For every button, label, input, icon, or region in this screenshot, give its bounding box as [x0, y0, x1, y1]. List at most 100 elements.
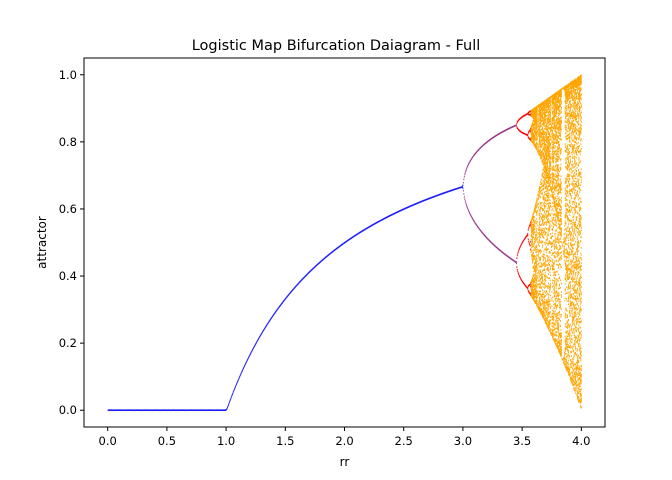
y-tick-label: 0.8 — [59, 135, 77, 149]
attractor-points-column — [562, 87, 564, 361]
attractor-points-column — [478, 149, 479, 229]
attractor-points-column — [535, 106, 537, 306]
attractor-points-column — [516, 121, 518, 271]
y-tick-label: 1.0 — [59, 68, 77, 82]
attractor-points-column — [569, 83, 570, 375]
attractor-points-column — [534, 106, 536, 304]
attractor-points-column — [519, 118, 521, 278]
attractor-points-column — [510, 126, 512, 260]
attractor-points-column — [466, 166, 468, 208]
attractor-points-column — [553, 93, 555, 341]
attractor-points-column — [539, 104, 541, 312]
attractor-points-column — [504, 129, 506, 256]
attractor-points-column — [530, 110, 532, 296]
attractor-points-column — [477, 149, 479, 228]
attractor-points-column — [514, 125, 515, 263]
attractor-points-column — [572, 80, 574, 387]
attractor-points-column — [503, 130, 505, 255]
attractor-points-column — [532, 108, 534, 300]
attractor-points-column — [517, 119, 519, 274]
attractor-points-column — [565, 85, 567, 370]
x-tick-label: 0.5 — [158, 434, 176, 448]
attractor-points-column — [491, 137, 493, 245]
attractor-points-column — [542, 101, 544, 319]
attractor-points-column — [467, 164, 469, 211]
attractor-points-column — [569, 82, 571, 378]
attractor-points-column — [498, 133, 500, 251]
y-tick-label: 0.2 — [59, 336, 77, 350]
attractor-points-column — [509, 127, 511, 259]
attractor-points-column — [494, 135, 496, 247]
attractor-points-column — [463, 175, 465, 198]
attractor-points-column — [471, 157, 473, 219]
attractor-points-column — [534, 107, 536, 303]
chart-marks — [108, 75, 582, 412]
attractor-points-column — [473, 154, 475, 223]
x-tick-label: 0.0 — [99, 434, 117, 448]
attractor-points-column — [531, 109, 533, 299]
attractor-points-column — [485, 142, 487, 238]
attractor-points-column — [476, 150, 478, 227]
attractor-points-column — [479, 147, 481, 231]
attractor-points-column — [474, 153, 476, 224]
attractor-points-column — [470, 158, 472, 218]
attractor-points-column — [489, 138, 491, 243]
attractor-points-column — [478, 148, 480, 230]
attractor-points-column — [496, 134, 498, 249]
attractor-points-column — [571, 80, 573, 385]
attractor-points-column — [491, 137, 493, 244]
attractor-points-column — [540, 102, 542, 315]
attractor-points-column — [541, 103, 542, 314]
attractor-points-column — [481, 145, 483, 234]
attractor-points-column — [518, 119, 520, 276]
attractor-points-column — [522, 115, 524, 284]
y-tick-label: 0.0 — [59, 403, 77, 417]
attractor-points-column — [469, 161, 470, 214]
attractor-points-column — [554, 93, 556, 343]
attractor-points-column — [531, 109, 533, 298]
attractor-points-column — [497, 133, 499, 250]
attractor-points-column — [547, 97, 549, 329]
attractor-points-column — [502, 130, 504, 254]
attractor-points-column — [513, 125, 515, 262]
attractor-points-column — [559, 89, 561, 355]
attractor-points-column — [569, 82, 571, 381]
attractor-points-column — [567, 84, 569, 373]
attractor-points-column — [488, 139, 490, 242]
attractor-points-column — [489, 139, 491, 242]
attractor-points-column — [542, 101, 543, 318]
attractor-points-column — [461, 185, 463, 189]
attractor-points-column — [557, 91, 559, 350]
attractor-points-column — [532, 108, 533, 299]
attractor-points-column — [501, 131, 503, 253]
attractor-points-column — [500, 132, 502, 252]
attractor-points-column — [536, 105, 538, 307]
attractor-points-column — [499, 132, 501, 252]
attractor-points-column — [488, 139, 490, 241]
attractor-points-column — [503, 130, 505, 255]
attractor-points-column — [544, 100, 546, 321]
attractor-points-column — [467, 165, 469, 210]
attractor-points-column — [577, 77, 578, 400]
attractor-points-column — [528, 111, 530, 293]
attractor-points-column — [565, 85, 567, 369]
attractor-points-column — [553, 93, 555, 342]
attractor-points-column — [558, 90, 560, 352]
attractor-points-column — [487, 140, 489, 240]
x-tick-label: 4.0 — [572, 434, 590, 448]
attractor-points-column — [492, 137, 494, 245]
attractor-points-column — [479, 147, 481, 232]
attractor-points-column — [465, 170, 467, 204]
attractor-points-column — [549, 96, 551, 332]
attractor-points-column — [533, 107, 535, 303]
attractor-points-column — [506, 128, 508, 257]
attractor-points-column — [472, 155, 474, 221]
attractor-points-column — [550, 96, 551, 334]
attractor-points-column — [524, 114, 526, 287]
attractor-points-column — [577, 76, 579, 401]
attractor-points-column — [512, 125, 514, 262]
attractor-points-column — [551, 94, 553, 338]
attractor-points-column — [538, 104, 540, 311]
attractor-points-column — [521, 116, 523, 282]
